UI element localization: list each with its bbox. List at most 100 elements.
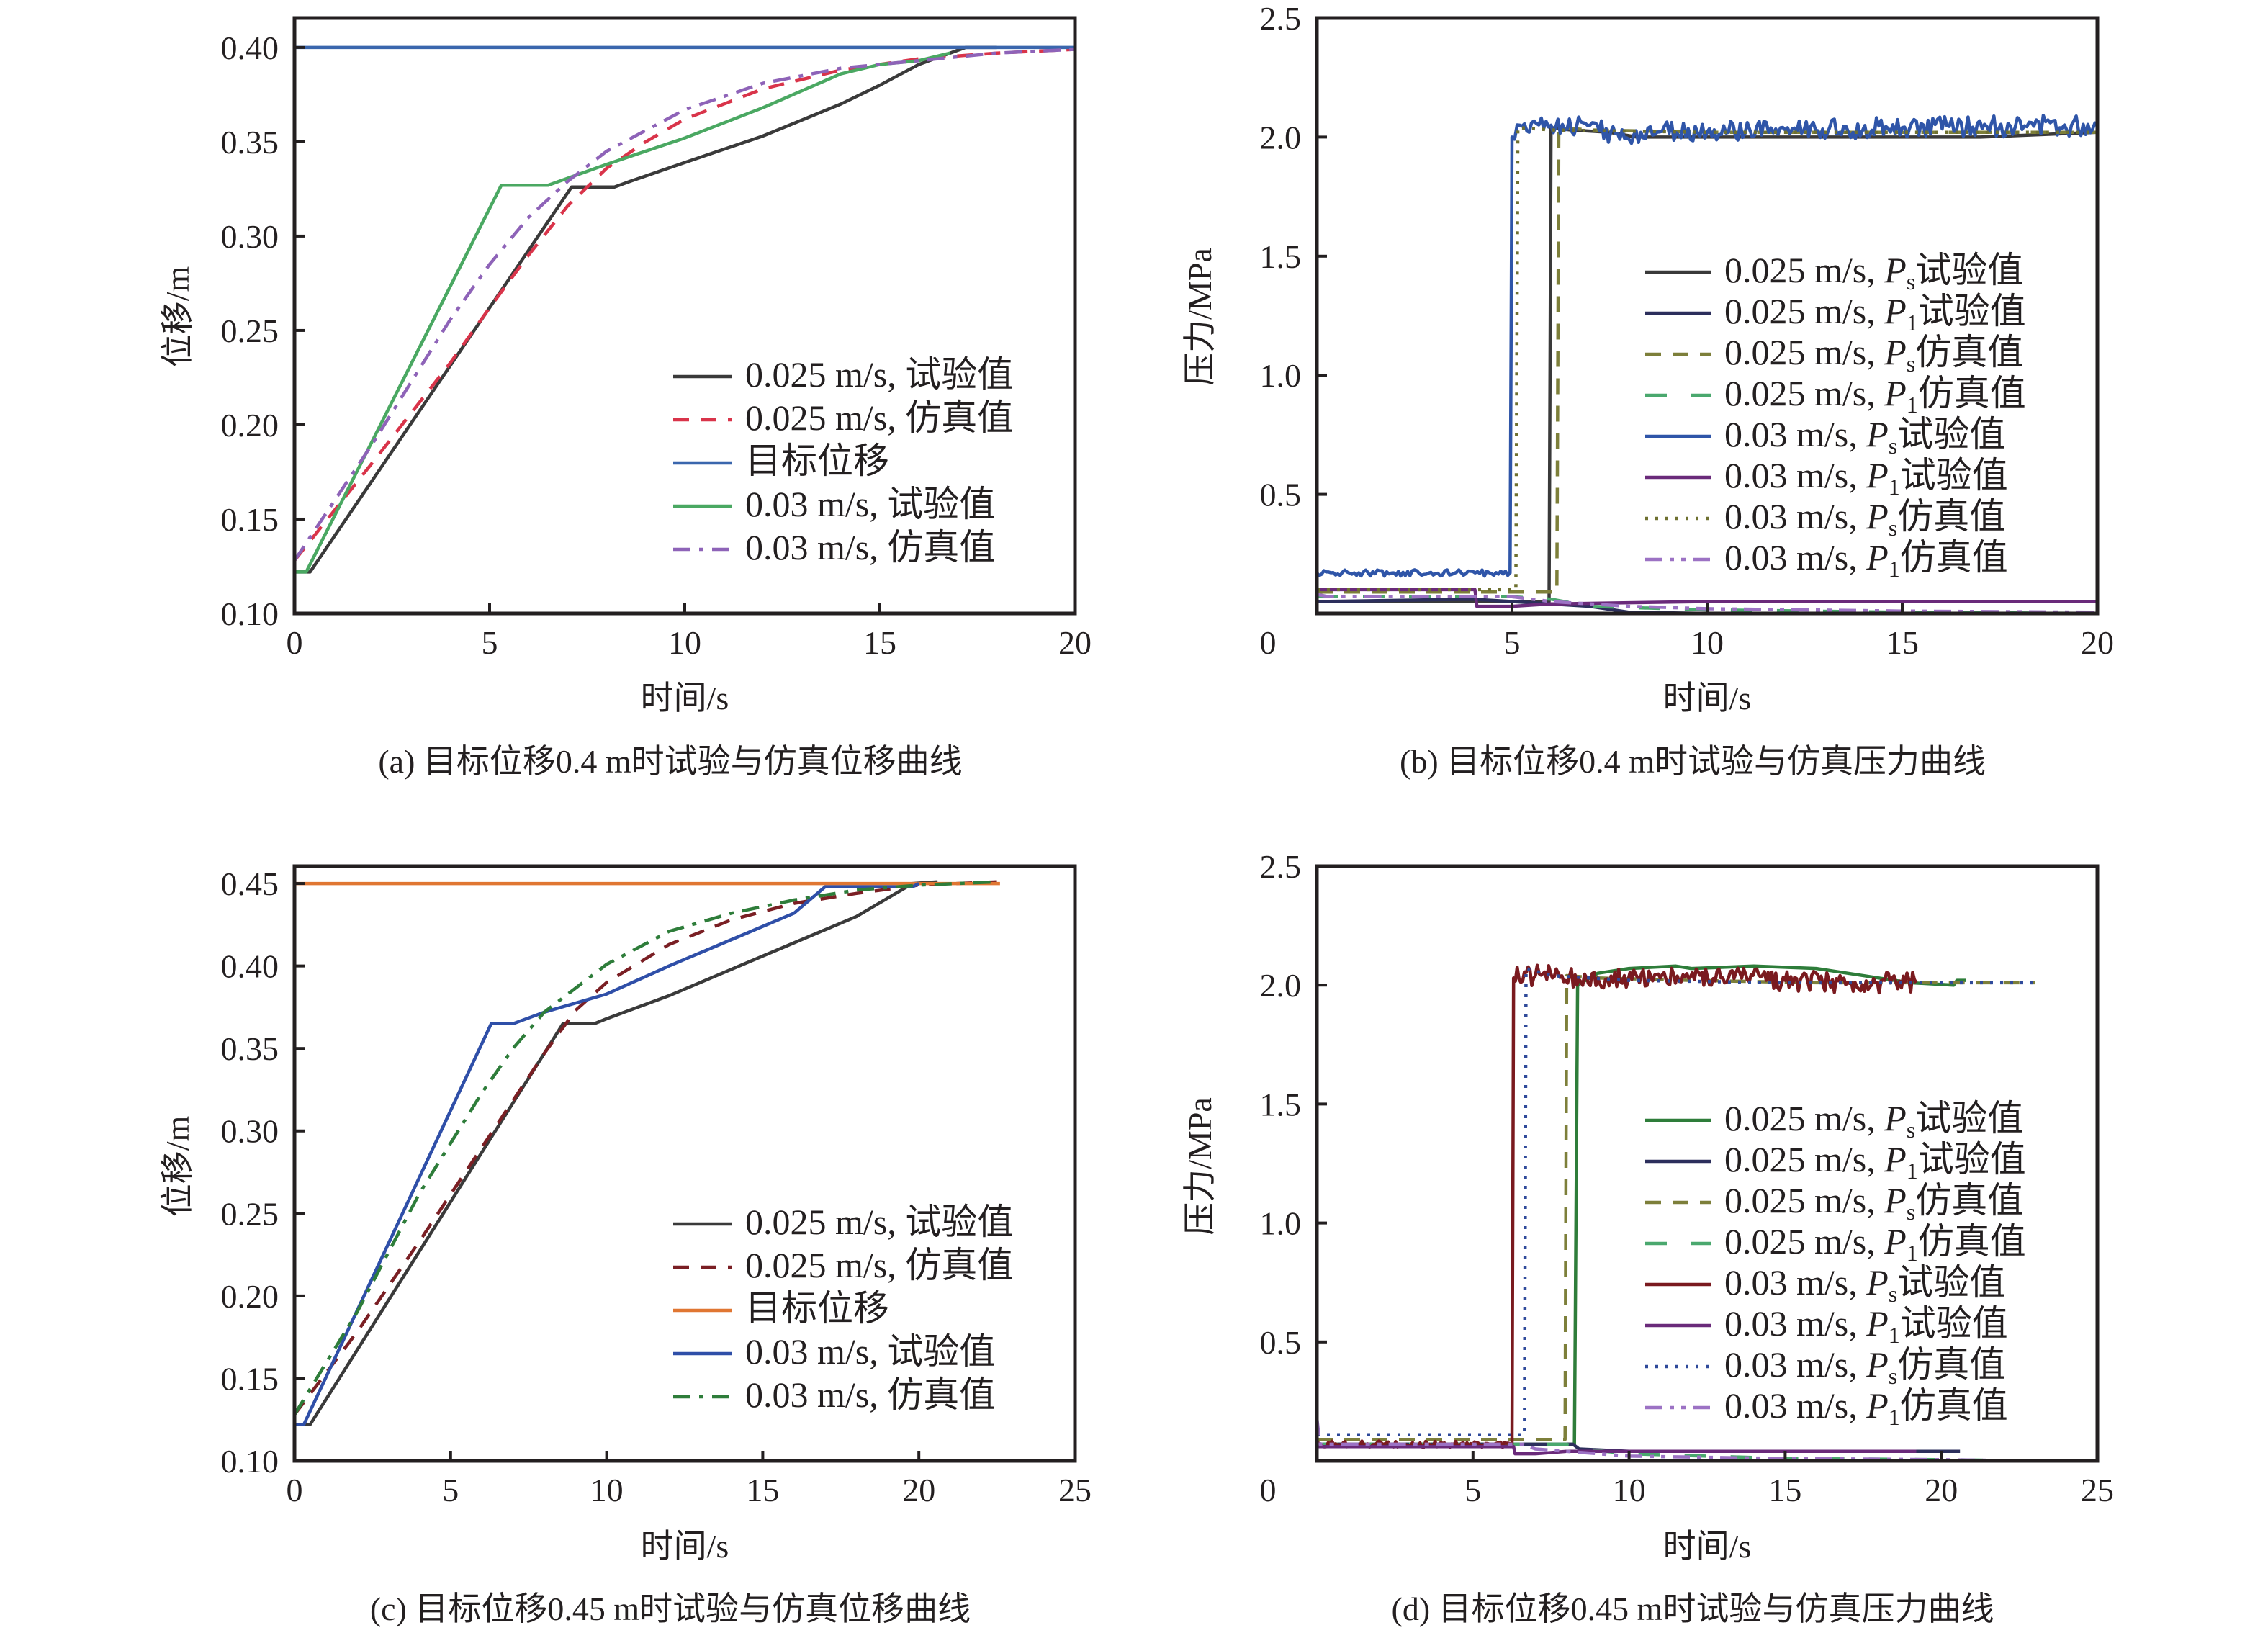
legend-label: 0.025 m/s, Ps试验值 [1724, 250, 2023, 294]
x-tick-label: 5 [1464, 1472, 1481, 1508]
legend-label: 0.025 m/s, 试验值 [745, 354, 1013, 395]
x-tick-label: 0 [287, 624, 303, 661]
legend-label: 0.025 m/s, P1仿真值 [1724, 1221, 2026, 1266]
y-tick-label: 2.5 [1260, 848, 1302, 885]
y-tick-label: 0.10 [221, 595, 279, 632]
legend-label: 0.03 m/s, Ps仿真值 [1724, 496, 2005, 541]
x-tick-label: 20 [2081, 624, 2114, 661]
panel-a: 0 5 10 15 20 0.10 0.15 0.20 0.25 0.30 0.35 0.40 时间/s… [159, 16, 1092, 780]
legend-label: 0.03 m/s, Ps试验值 [1724, 1262, 2005, 1307]
y-tick-label: 2.5 [1260, 0, 1302, 37]
panel-caption: (c) 目标位移0.45 m时试验与仿真位移曲线 [370, 1590, 971, 1627]
series-line-b-7 [1317, 593, 2097, 613]
x-tick-label: 15 [746, 1472, 779, 1508]
x-axis-title: 时间/s [1663, 680, 1752, 716]
y-tick-label: 0.45 [221, 865, 279, 902]
legend-label: 0.025 m/s, Ps仿真值 [1724, 1180, 2023, 1225]
legend-label: 0.025 m/s, P1试验值 [1724, 1139, 2026, 1184]
series-line-c-0 [294, 880, 938, 1426]
x-tick-label: 5 [442, 1472, 459, 1508]
y-tick-label: 0.35 [221, 124, 279, 161]
y-tick-label: 0.10 [221, 1443, 279, 1480]
panel-caption: (a) 目标位移0.4 m时试验与仿真位移曲线 [378, 743, 962, 780]
series-group [294, 880, 1000, 1426]
series-line-d-3 [1317, 1442, 2035, 1461]
panel-d: 0 5 10 15 20 25 0.5 1.0 1.5 2.0 2.5 时间/s 压力/MPa (d) 目… [1182, 848, 2114, 1627]
x-tick-label: 15 [863, 624, 896, 661]
legend-label: 0.03 m/s, P1试验值 [1724, 455, 2008, 500]
panel-b: 0 5 10 15 20 0.5 1.0 1.5 2.0 2.5 时间/s 压力/MPa (b) 目标位… [1182, 0, 2114, 780]
x-tick-label: 20 [1925, 1472, 1958, 1508]
x-tick-label: 5 [482, 624, 498, 661]
panel-c: 0 5 10 15 20 25 0.10 0.15 0.20 0.25 0.30 0.35 0.40 0.… [159, 864, 1092, 1627]
series-line-b-5 [1317, 588, 2097, 608]
legend-label: 0.025 m/s, P1仿真值 [1724, 373, 2026, 418]
axes-frame [292, 864, 1077, 1463]
y-tick-label: 0.20 [221, 407, 279, 444]
legend-label: 0.025 m/s, Ps试验值 [1724, 1098, 2023, 1143]
legend-label: 0.03 m/s, 试验值 [745, 484, 995, 524]
series-line-c-4 [294, 880, 997, 1416]
y-axis-title: 位移/m [159, 266, 196, 368]
legend-label: 0.03 m/s, Ps试验值 [1724, 414, 2005, 459]
y-tick-label: 1.0 [1260, 357, 1302, 394]
axes-frame [1315, 864, 2100, 1463]
legend-label: 0.025 m/s, 仿真值 [745, 397, 1013, 438]
x-tick-label: 10 [590, 1472, 624, 1508]
series-line-d-5 [1317, 1444, 1917, 1456]
panel-caption: (b) 目标位移0.4 m时试验与仿真压力曲线 [1400, 743, 1986, 780]
x-tick-label: 10 [1691, 624, 1724, 661]
legend-label: 0.03 m/s, 试验值 [745, 1331, 995, 1372]
series-line-a-0 [294, 45, 997, 574]
y-tick-label: 1.5 [1260, 1086, 1302, 1122]
legend-label: 0.025 m/s, 仿真值 [745, 1245, 1013, 1285]
x-tick-label: 5 [1504, 624, 1521, 661]
y-axis-title: 压力/MPa [1182, 248, 1218, 386]
y-tick-label: 2.0 [1260, 967, 1302, 1004]
x-tick-label: 0 [1260, 1472, 1277, 1508]
y-axis-title: 位移/m [159, 1116, 196, 1218]
legend-label: 0.03 m/s, P1试验值 [1724, 1303, 2008, 1348]
y-tick-label: 0.25 [221, 1195, 279, 1232]
legend-label: 0.025 m/s, Ps仿真值 [1724, 332, 2023, 377]
series-group [294, 45, 1075, 574]
legend-label: 0.03 m/s, P1仿真值 [1724, 537, 2008, 582]
x-axis-title: 时间/s [641, 1528, 729, 1565]
y-tick-label: 0.5 [1260, 477, 1302, 513]
x-tick-label: 10 [668, 624, 701, 661]
legend-label: 0.025 m/s, 试验值 [745, 1202, 1013, 1242]
x-tick-label: 0 [1260, 624, 1277, 661]
y-tick-label: 0.25 [221, 312, 279, 349]
legend-label: 0.025 m/s, P1试验值 [1724, 291, 2026, 336]
y-tick-label: 0.15 [221, 501, 279, 538]
y-axis-title: 压力/MPa [1182, 1097, 1218, 1236]
y-tick-label: 0.40 [221, 30, 279, 66]
legend-label: 0.03 m/s, P1仿真值 [1724, 1385, 2008, 1430]
y-tick-label: 0.15 [221, 1360, 279, 1397]
y-tick-label: 0.30 [221, 218, 279, 255]
x-tick-label: 20 [1058, 624, 1092, 661]
x-tick-label: 20 [902, 1472, 935, 1508]
y-tick-label: 0.20 [221, 1278, 279, 1315]
legend-label: 0.03 m/s, Ps仿真值 [1724, 1344, 2005, 1389]
y-tick-label: 0.5 [1260, 1324, 1302, 1361]
series-line-c-1 [294, 880, 997, 1416]
y-tick-label: 2.0 [1260, 119, 1302, 156]
x-tick-label: 15 [1768, 1472, 1801, 1508]
y-tick-label: 0.35 [221, 1030, 279, 1067]
series-line-c-3 [294, 882, 920, 1426]
x-tick-label: 15 [1886, 624, 1919, 661]
x-tick-label: 25 [1058, 1472, 1092, 1508]
panel-caption: (d) 目标位移0.45 m时试验与仿真压力曲线 [1392, 1590, 1994, 1627]
y-tick-label: 1.0 [1260, 1205, 1302, 1242]
series-line-a-4 [294, 48, 1075, 562]
x-tick-label: 0 [287, 1472, 303, 1508]
y-tick-label: 0.40 [221, 948, 279, 985]
x-tick-label: 25 [2081, 1472, 2114, 1508]
x-axis-title: 时间/s [641, 680, 729, 716]
x-axis-title: 时间/s [1663, 1528, 1752, 1565]
